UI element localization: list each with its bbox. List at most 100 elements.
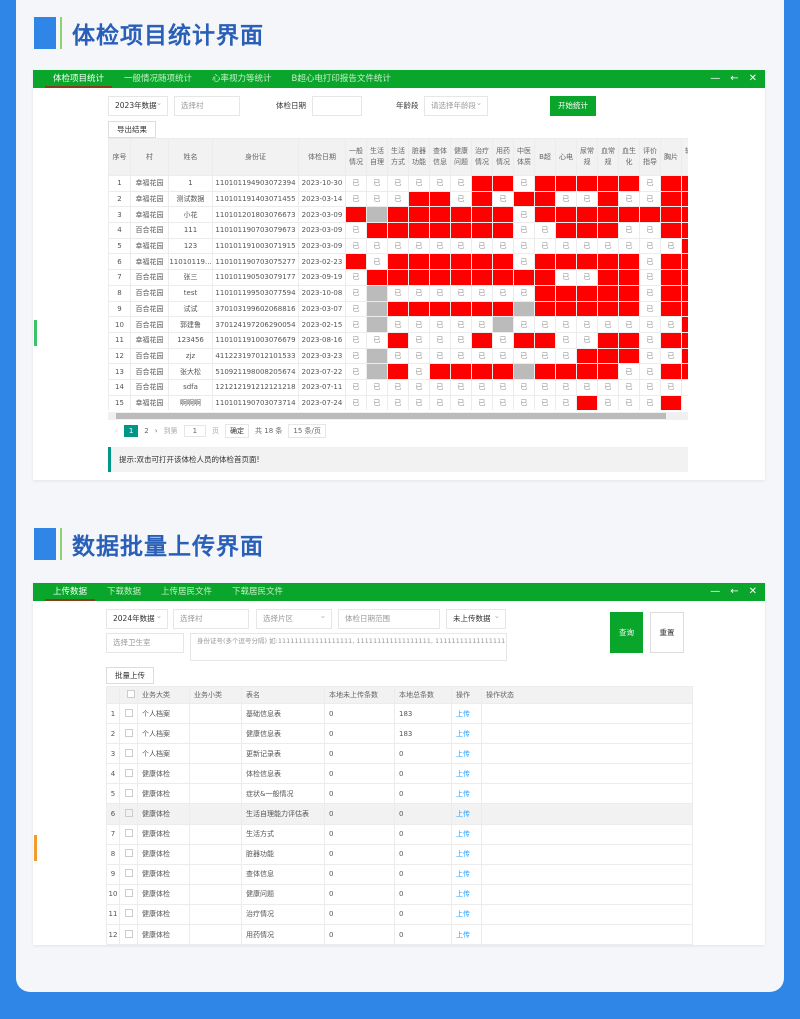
- goto-input[interactable]: 1: [183, 425, 207, 437]
- tab-upload-resident-files[interactable]: 上传居民文件: [161, 587, 213, 597]
- table-row[interactable]: 9 百合花园 试试 370103199602068816 2023-03-07 已已: [108, 300, 688, 318]
- table-row[interactable]: 10 百合花园 郭建鲁 370124197206290054 2023-02-15 已已已…: [108, 316, 688, 333]
- upload-link[interactable]: 上传: [451, 803, 482, 825]
- table-row[interactable]: 11 幸福花园 123456 110101191003076679 2023-08-16…: [108, 331, 688, 349]
- upload-link[interactable]: 上传: [451, 823, 482, 845]
- row-checkbox[interactable]: [119, 823, 138, 845]
- next-page-icon[interactable]: ›: [154, 427, 158, 435]
- table-row[interactable]: 7 百合花园 张三 110101190503079177 2023-09-19 已已已已: [108, 269, 688, 286]
- table-row[interactable]: 8 百合花园 test 110101199503077594 2023-10-08 已已已…: [108, 284, 688, 302]
- table-row[interactable]: 8 健康体检 脏器功能 0 0 上传: [106, 843, 693, 865]
- prev-page-icon[interactable]: ‹: [115, 427, 118, 435]
- village-input[interactable]: 选择村: [173, 609, 249, 629]
- table-row[interactable]: 6 幸福花园 11010119... 110101190703075277 2023-0…: [108, 253, 688, 271]
- row-checkbox[interactable]: [119, 843, 138, 865]
- column-header[interactable]: 血常规: [597, 138, 619, 176]
- date-input[interactable]: [312, 96, 362, 116]
- export-button[interactable]: 导出结果: [108, 121, 156, 138]
- table-row[interactable]: 13 百合花园 张大松 510921198008205674 2023-07-22 已已已…: [108, 363, 688, 380]
- row-checkbox[interactable]: [119, 723, 138, 745]
- tab-download-resident-files[interactable]: 下载居民文件: [232, 587, 284, 597]
- table-row[interactable]: 1 幸福花园 1 110101194903072394 2023-10-30 已已已已已已…: [108, 175, 688, 192]
- horizontal-scrollbar[interactable]: [108, 412, 688, 420]
- table-row[interactable]: 7 健康体检 生活方式 0 0 上传: [106, 823, 693, 845]
- table-row[interactable]: 4 健康体检 体检信息表 0 0 上传: [106, 763, 693, 785]
- row-checkbox[interactable]: [119, 803, 138, 825]
- start-stats-button[interactable]: 开始统计: [550, 96, 596, 116]
- column-header[interactable]: 中医体质: [513, 138, 535, 176]
- upload-status-select[interactable]: 未上传数据: [446, 607, 506, 629]
- page-size-select[interactable]: 15 条/页: [288, 424, 326, 438]
- upload-link[interactable]: 上传: [451, 783, 482, 805]
- column-header[interactable]: 胸片: [660, 138, 682, 176]
- year-select[interactable]: 2024年数据: [106, 607, 168, 629]
- minimize-icon[interactable]: —: [710, 73, 721, 84]
- column-header[interactable]: 健康问题: [450, 138, 472, 176]
- date-range-input[interactable]: 体检日期范围: [338, 609, 440, 629]
- column-header[interactable]: 辅检其: [681, 138, 688, 176]
- upload-link[interactable]: 上传: [451, 763, 482, 785]
- column-header[interactable]: 尿常规: [576, 138, 598, 176]
- column-header[interactable]: 姓名: [168, 138, 213, 176]
- upload-link[interactable]: 上传: [451, 863, 482, 885]
- page-2[interactable]: 2: [144, 427, 149, 435]
- column-header[interactable]: 村: [130, 138, 169, 176]
- column-header[interactable]: 操作: [451, 686, 482, 704]
- row-checkbox[interactable]: [119, 863, 138, 885]
- tab-heart-vision-stats[interactable]: 心率视力等统计: [212, 74, 272, 84]
- column-header[interactable]: 序号: [108, 138, 131, 176]
- table-row[interactable]: 6 健康体检 生活自理能力评估表 0 0 上传: [106, 803, 693, 825]
- goto-confirm-button[interactable]: 确定: [225, 424, 250, 438]
- upload-link[interactable]: 上传: [451, 743, 482, 765]
- back-icon[interactable]: ←: [730, 73, 739, 84]
- upload-link[interactable]: 上传: [451, 883, 482, 905]
- column-header[interactable]: 业务大类: [137, 686, 190, 704]
- table-row[interactable]: 10 健康体检 健康问题 0 0 上传: [106, 883, 693, 905]
- table-row[interactable]: 2 个人档案 健康信息表 0 183 上传: [106, 723, 693, 745]
- column-header[interactable]: [106, 686, 120, 704]
- column-header[interactable]: 治疗情况: [471, 138, 493, 176]
- table-row[interactable]: 4 百合花园 111 110101190703079673 2023-03-09 已已已已…: [108, 222, 688, 239]
- page-1[interactable]: 1: [123, 425, 139, 437]
- column-header[interactable]: 心电: [555, 138, 577, 176]
- column-header[interactable]: 表名: [241, 686, 325, 704]
- column-header[interactable]: 身份证: [212, 138, 299, 176]
- reset-button[interactable]: 重置: [650, 612, 684, 653]
- batch-upload-button[interactable]: 批量上传: [106, 667, 154, 684]
- row-checkbox[interactable]: [119, 783, 138, 805]
- select-all-checkbox[interactable]: [119, 686, 138, 704]
- query-button[interactable]: 查询: [610, 612, 643, 653]
- row-checkbox[interactable]: [119, 924, 138, 946]
- table-row[interactable]: 9 健康体检 查体信息 0 0 上传: [106, 863, 693, 885]
- column-header[interactable]: 一般情况: [345, 138, 367, 176]
- row-checkbox[interactable]: [119, 903, 138, 926]
- column-header[interactable]: 用药情况: [492, 138, 514, 176]
- row-checkbox[interactable]: [119, 883, 138, 905]
- table-row[interactable]: 5 幸福花园 123 110101191003071915 2023-03-09 已已已已…: [108, 237, 688, 255]
- row-checkbox[interactable]: [119, 743, 138, 765]
- table-row[interactable]: 3 个人档案 更新记录表 0 0 上传: [106, 743, 693, 765]
- upload-link[interactable]: 上传: [451, 843, 482, 865]
- tab-ultrasound-report-stats[interactable]: B超心电打印报告文件统计: [291, 74, 391, 84]
- column-header[interactable]: 脏器功能: [408, 138, 430, 176]
- tab-download-data[interactable]: 下载数据: [107, 587, 142, 597]
- year-select[interactable]: 2023年数据: [108, 94, 168, 116]
- id-numbers-textarea[interactable]: 身份证号(多个逗号分隔) 如:111111111111111111, 11111…: [190, 633, 507, 661]
- upload-link[interactable]: 上传: [451, 903, 482, 926]
- table-row[interactable]: 12 百合花园 zjz 411223197012101533 2023-03-23 已已已…: [108, 347, 688, 365]
- column-header[interactable]: 生活自理: [366, 138, 388, 176]
- tab-general-stats[interactable]: 一般情况随项统计: [124, 74, 193, 84]
- clinic-input[interactable]: 选择卫生室: [106, 633, 184, 653]
- table-row[interactable]: 1 个人档案 基础信息表 0 183 上传: [106, 702, 693, 725]
- close-icon[interactable]: ✕: [748, 586, 757, 597]
- column-header[interactable]: B超: [534, 138, 556, 176]
- column-header[interactable]: 本地总条数: [394, 686, 452, 704]
- table-row[interactable]: 15 幸福花园 啊啊啊 110101190703073714 2023-07-24 已已已…: [108, 394, 688, 410]
- table-row[interactable]: 14 百合花园 sdfa 121212191212121218 2023-07-11 已已…: [108, 378, 688, 396]
- row-checkbox[interactable]: [119, 763, 138, 785]
- column-header[interactable]: 血生化: [618, 138, 640, 176]
- table-row[interactable]: 12 健康体检 用药情况 0 0 上传: [106, 924, 693, 946]
- row-checkbox[interactable]: [119, 702, 138, 725]
- tab-upload-data[interactable]: 上传数据: [43, 583, 97, 601]
- upload-link[interactable]: 上传: [451, 702, 482, 725]
